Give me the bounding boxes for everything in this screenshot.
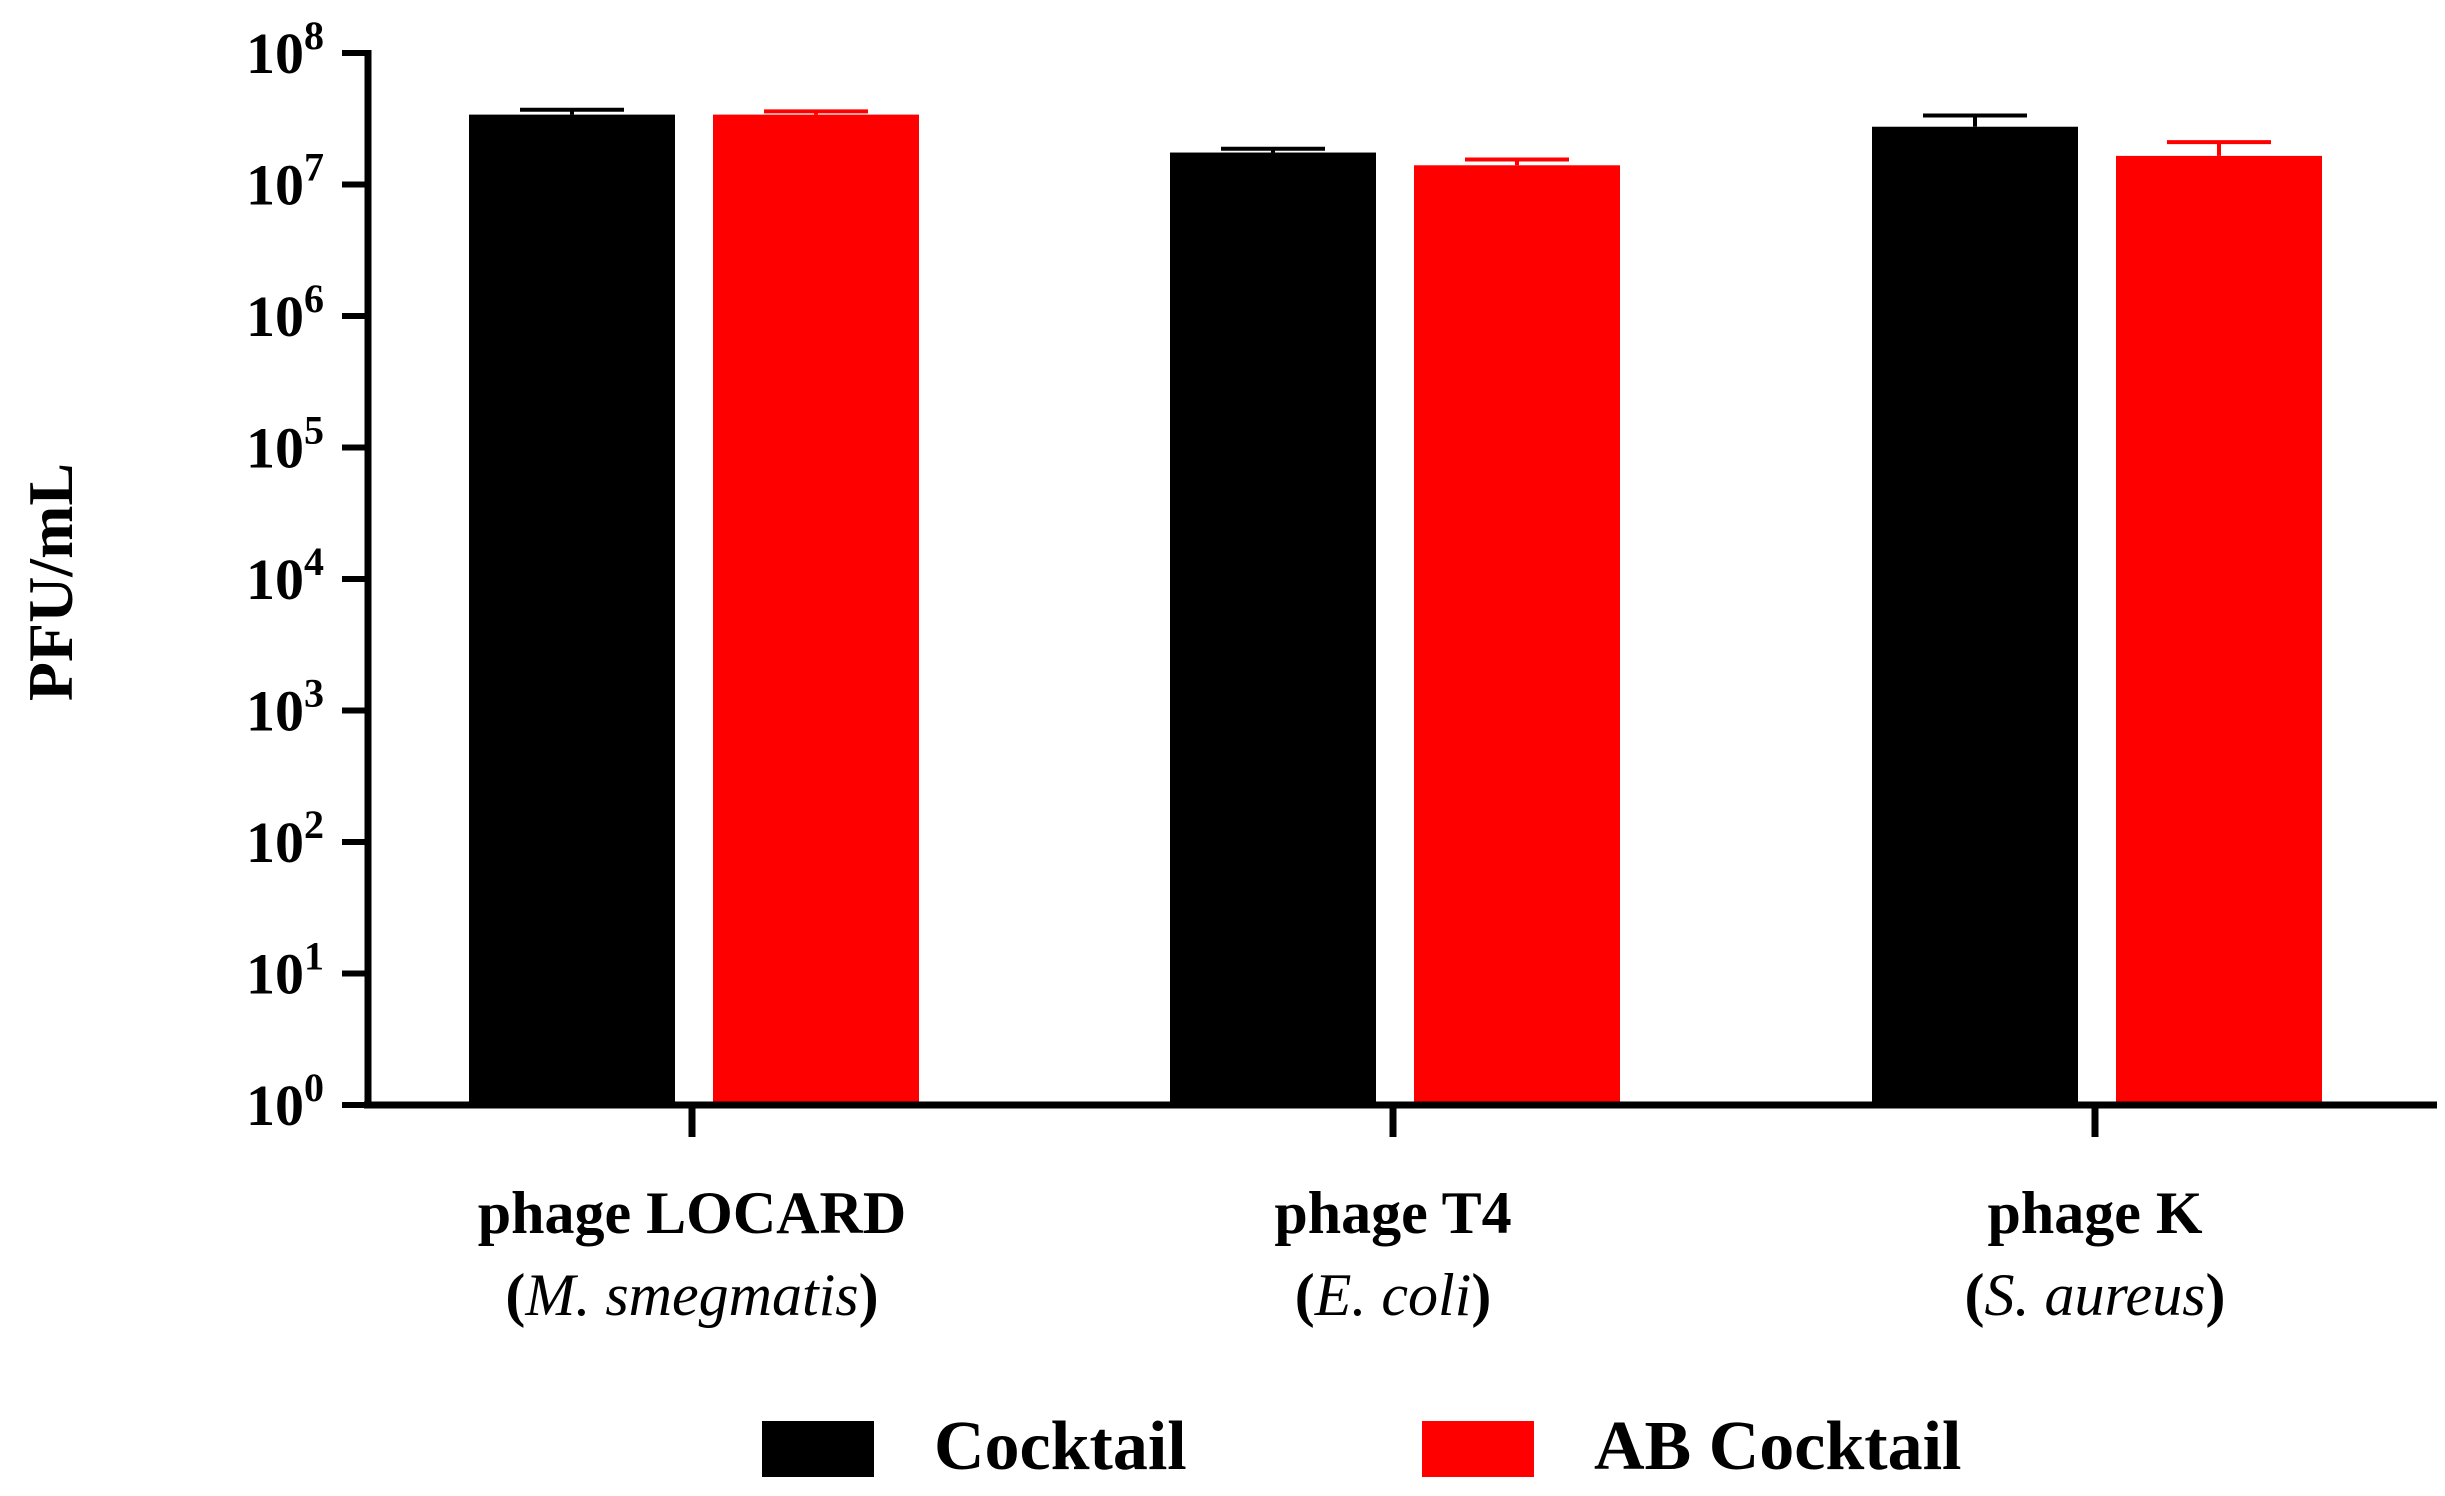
legend-label: AB Cocktail	[1594, 1408, 1962, 1485]
y-tick-label: 104	[246, 539, 324, 612]
y-tick-label: 102	[246, 802, 324, 875]
y-tick-label: 108	[246, 13, 324, 86]
bar-ab-cocktail	[713, 114, 919, 1105]
y-axis-label: PFU/mL	[15, 463, 86, 701]
y-tick-label: 105	[246, 408, 324, 481]
bar-ab-cocktail	[2116, 155, 2322, 1105]
legend-swatch	[762, 1421, 874, 1477]
y-tick-label: 103	[246, 671, 324, 744]
y-axis-ticks: 108 107 106 105 104 103 102 101 100	[246, 13, 368, 1138]
legend-label: Cocktail	[934, 1408, 1187, 1485]
y-tick-label: 107	[246, 145, 324, 218]
bar-cocktail	[469, 114, 675, 1105]
category-host-label: (M. smegmatis)	[505, 1262, 878, 1328]
legend: Cocktail AB Cocktail	[762, 1408, 1962, 1485]
bars	[469, 107, 2322, 1105]
y-tick-label: 101	[246, 934, 324, 1007]
x-axis-categories: phage LOCARD (M. smegmatis) phage T4 (E. co…	[478, 1105, 2226, 1328]
category-host-label: (E. coli)	[1295, 1262, 1492, 1328]
category-label: phage K	[1987, 1180, 2202, 1246]
category-label: phage LOCARD	[478, 1180, 906, 1246]
bar-ab-cocktail	[1414, 165, 1620, 1105]
category-host-label: (S. aureus)	[1964, 1262, 2225, 1328]
legend-swatch	[1422, 1421, 1534, 1477]
y-tick-label: 106	[246, 276, 324, 349]
y-tick-label: 100	[246, 1065, 324, 1138]
bar-cocktail	[1872, 126, 2078, 1105]
category-label: phage T4	[1274, 1180, 1511, 1246]
bar-cocktail	[1170, 152, 1376, 1105]
